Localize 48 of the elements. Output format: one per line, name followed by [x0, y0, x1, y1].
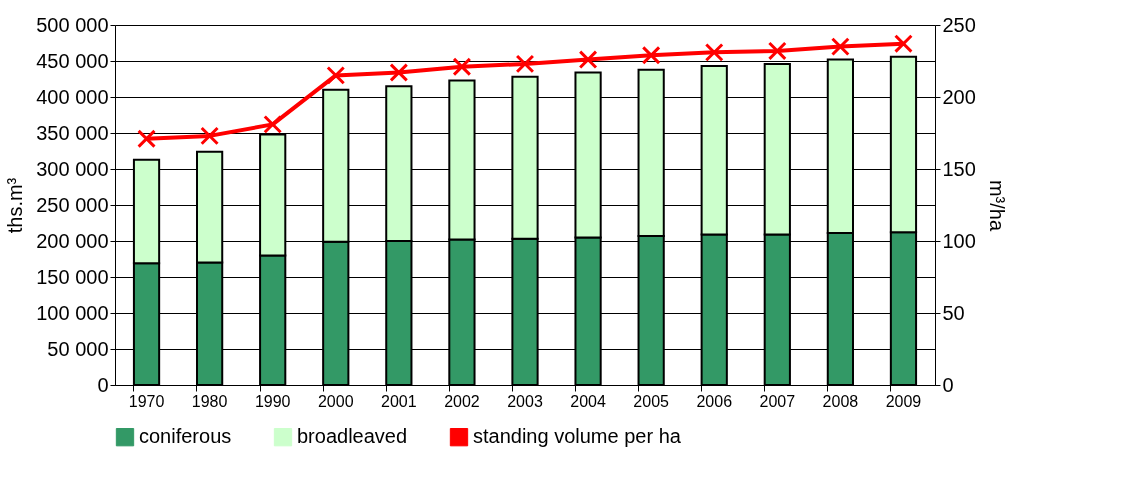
x-tick-label: 2009 — [885, 392, 922, 410]
y2-tick-label: 0 — [942, 373, 954, 396]
x-tick-label: 1990 — [254, 392, 291, 410]
x-tick-label: 2003 — [507, 392, 543, 410]
y-tick-label: 450 000 — [36, 49, 109, 72]
legend-label: coniferous — [139, 425, 232, 448]
x-tick-label: 2000 — [317, 392, 354, 410]
point — [263, 114, 283, 134]
x-tick-label: 2005 — [633, 392, 670, 410]
point — [830, 37, 850, 57]
x-tick-label: 1970 — [128, 392, 165, 410]
y2-tick-label: 200 — [942, 85, 976, 108]
y2-tick-label: 50 — [942, 301, 965, 324]
x-tick-label: 2001 — [381, 392, 417, 410]
y2-tick-label: 250 — [942, 13, 976, 36]
x-tick-label: 2004 — [570, 392, 606, 410]
x-tick-label: 2008 — [822, 392, 859, 410]
y-tick-label: 100 000 — [36, 301, 109, 324]
point — [326, 65, 346, 85]
point — [704, 42, 724, 62]
point — [200, 126, 220, 146]
y2-axis-title: m³/ha — [985, 179, 1008, 232]
x-tick-label: 1980 — [191, 392, 228, 410]
x-tick-label: 2007 — [759, 392, 796, 410]
point — [641, 45, 661, 65]
point — [452, 57, 472, 77]
y-tick-label: 300 000 — [36, 157, 109, 180]
point — [767, 41, 787, 61]
x-tick-label: 2002 — [444, 392, 480, 410]
y-tick-label: 250 000 — [36, 193, 109, 216]
y-tick-label: 50 000 — [47, 337, 109, 360]
y2-tick-label: 150 — [942, 157, 976, 180]
point — [894, 34, 913, 54]
y-tick-label: 200 000 — [36, 229, 109, 252]
y-axis-title: ths.m³ — [4, 177, 27, 234]
point — [578, 50, 598, 69]
y-tick-label: 0 — [97, 373, 109, 396]
y-tick-label: 350 000 — [36, 121, 109, 144]
x-tick-label: 2006 — [696, 392, 733, 410]
y2-tick-label: 100 — [942, 229, 976, 252]
legend-label: standing volume per ha — [473, 425, 682, 448]
y-tick-label: 500 000 — [36, 13, 109, 36]
point — [137, 129, 156, 149]
legend-label: broadleaved — [297, 425, 408, 448]
y-tick-label: 400 000 — [36, 85, 109, 108]
point — [389, 63, 409, 82]
point — [515, 54, 535, 74]
y-tick-label: 150 000 — [36, 265, 109, 288]
